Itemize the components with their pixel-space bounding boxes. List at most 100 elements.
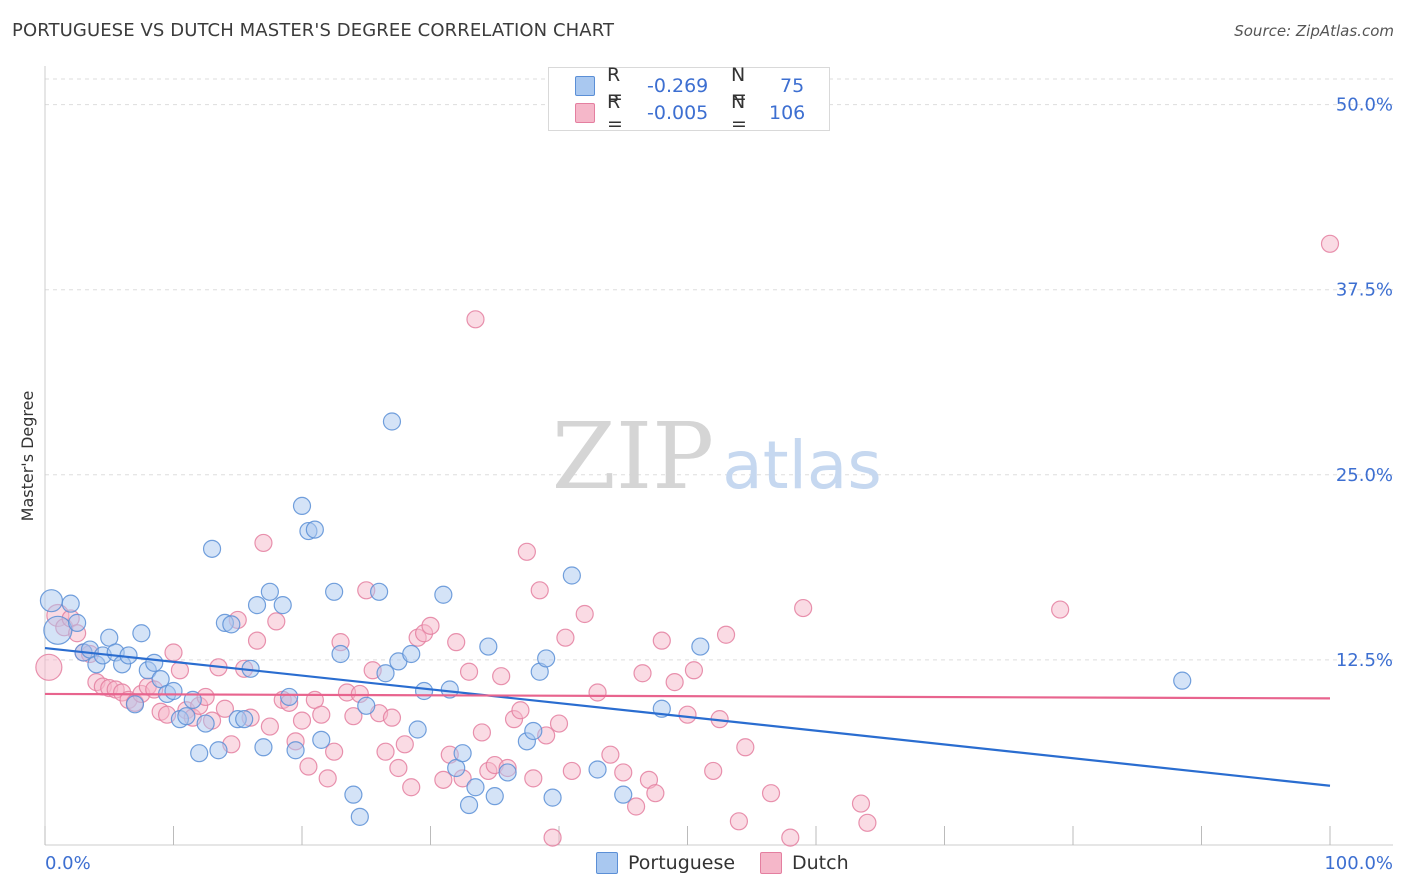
point-dutch — [395, 735, 414, 754]
point-dutch — [312, 705, 331, 724]
point-portuguese — [132, 624, 151, 643]
point-portuguese — [357, 696, 376, 715]
point-portuguese — [376, 664, 395, 683]
point-dutch — [267, 612, 286, 631]
portuguese-swatch — [575, 76, 595, 96]
trendline-dutch — [44, 692, 1331, 700]
legend-label-portuguese: Portuguese — [628, 852, 736, 874]
point-portuguese — [39, 589, 64, 613]
n-label: N = — [731, 91, 747, 135]
point-dutch — [601, 745, 620, 764]
trend-lines — [44, 646, 1331, 787]
watermark-atlas: atlas — [722, 427, 882, 504]
gridlines — [45, 78, 1393, 661]
point-dutch — [858, 813, 877, 832]
point-dutch — [736, 738, 755, 757]
point-portuguese — [43, 615, 73, 645]
series-legend: Portuguese Dutch — [0, 852, 1406, 878]
y-axis-label: Master's Degree — [18, 391, 37, 522]
point-dutch — [325, 742, 344, 761]
point-portuguese — [344, 785, 363, 804]
point-dutch — [318, 769, 337, 788]
point-portuguese — [350, 807, 369, 826]
point-dutch — [254, 533, 273, 553]
point-portuguese — [202, 539, 222, 558]
source-label: Source: ZipAtlas.com — [1234, 22, 1394, 40]
point-dutch — [382, 708, 402, 727]
r-value: -0.005 — [647, 102, 709, 124]
legend-item-dutch[interactable]: Dutch — [760, 852, 849, 874]
point-portuguese — [280, 687, 299, 707]
legend-label-dutch: Dutch — [792, 852, 849, 874]
r-label: R = — [607, 91, 623, 135]
n-label: N = — [731, 64, 747, 108]
point-dutch — [851, 794, 871, 813]
point-dutch — [562, 761, 581, 781]
trendline-portuguese — [44, 646, 1331, 787]
point-dutch — [575, 604, 594, 624]
series-dutch-points — [35, 234, 1340, 847]
point-portuguese — [125, 695, 145, 714]
dutch-swatch — [575, 103, 595, 123]
point-portuguese — [434, 585, 453, 604]
point-dutch — [447, 633, 466, 652]
point-dutch — [794, 598, 813, 618]
y-tick-label: 12.5% — [1336, 650, 1393, 671]
point-portuguese — [222, 615, 241, 634]
n-value: 106 — [769, 102, 806, 124]
point-portuguese — [543, 788, 562, 807]
point-portuguese — [562, 566, 581, 585]
point-dutch — [35, 653, 63, 681]
point-dutch — [716, 625, 736, 644]
point-dutch — [556, 628, 575, 647]
point-portuguese — [370, 582, 389, 601]
series-portuguese-points — [39, 412, 1192, 826]
tick-labels: 12.5% 25.0% 37.5% 50.0% 0.0% 100.0% — [45, 95, 1393, 874]
point-portuguese — [325, 582, 344, 601]
point-dutch — [729, 812, 749, 831]
point-portuguese — [691, 637, 710, 656]
point-portuguese — [331, 644, 350, 664]
point-dutch — [492, 667, 511, 686]
point-dutch — [588, 683, 607, 702]
point-portuguese — [453, 744, 472, 763]
point-dutch — [247, 631, 267, 650]
dutch-swatch — [760, 852, 782, 874]
y-tick-label: 50.0% — [1336, 95, 1393, 116]
point-portuguese — [61, 594, 80, 613]
point-portuguese — [498, 763, 517, 782]
point-portuguese — [408, 720, 427, 739]
point-portuguese — [524, 721, 543, 741]
point-dutch — [665, 673, 684, 692]
r-label: R = — [607, 64, 623, 108]
point-portuguese — [402, 644, 421, 664]
point-dutch — [633, 664, 652, 683]
point-dutch — [761, 784, 781, 803]
point-portuguese — [466, 778, 485, 797]
n-value: 75 — [780, 75, 805, 97]
point-dutch — [344, 707, 363, 726]
point-dutch — [524, 769, 543, 788]
point-portuguese — [479, 637, 498, 656]
axes — [44, 66, 1393, 846]
stats-legend: R = -0.269 N = 75 R = -0.005 N = 106 — [548, 64, 830, 135]
point-dutch — [704, 761, 723, 781]
point-dutch — [678, 705, 697, 724]
point-dutch — [170, 661, 190, 680]
point-portuguese — [164, 681, 183, 701]
portuguese-swatch — [596, 852, 618, 874]
point-dutch — [292, 711, 312, 730]
point-portuguese — [145, 653, 164, 672]
point-portuguese — [68, 613, 87, 632]
point-portuguese — [1173, 671, 1192, 690]
point-portuguese — [190, 744, 209, 763]
point-portuguese — [209, 741, 228, 760]
point-portuguese — [414, 681, 434, 701]
point-dutch — [472, 723, 491, 742]
chart-title: PORTUGUESE VS DUTCH MASTER'S DEGREE CORR… — [12, 20, 615, 41]
point-dutch — [1320, 234, 1340, 253]
point-portuguese — [588, 760, 607, 779]
legend-item-portuguese[interactable]: Portuguese — [596, 852, 735, 874]
point-dutch — [684, 661, 704, 680]
